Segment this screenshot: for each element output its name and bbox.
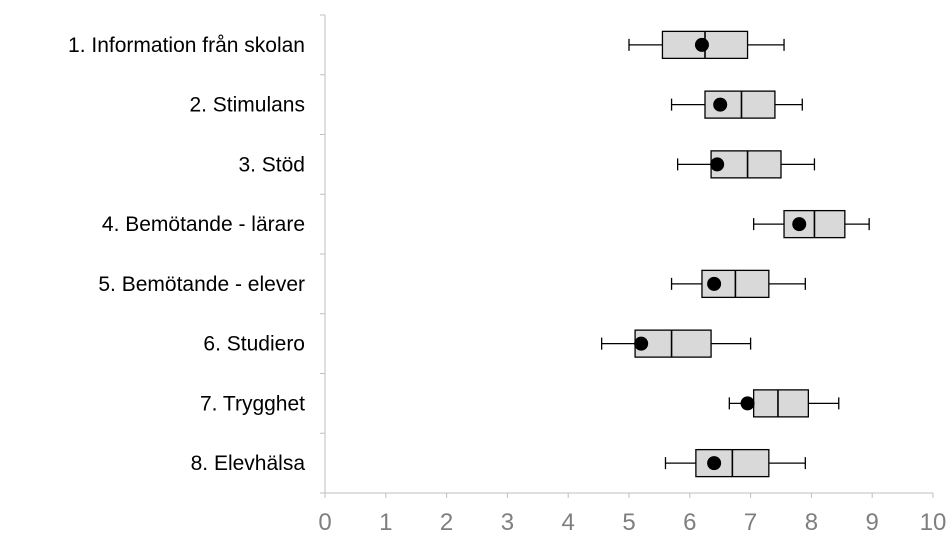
x-tick-label: 0 bbox=[318, 509, 331, 536]
x-tick-label: 10 bbox=[920, 509, 947, 536]
category-label: 4. Bemötande - lärare bbox=[102, 213, 305, 236]
box-iqr bbox=[704, 90, 776, 119]
box-iqr bbox=[752, 389, 810, 418]
category-label: 7. Trygghet bbox=[200, 392, 305, 415]
x-tick-label: 7 bbox=[744, 509, 757, 536]
box-group: 8. Elevhälsa bbox=[191, 448, 806, 478]
marker-dot bbox=[707, 276, 722, 291]
category-label: 1. Information från skolan bbox=[68, 34, 305, 57]
marker-dot bbox=[740, 396, 755, 411]
x-tick-label: 9 bbox=[866, 509, 879, 536]
x-tick-label: 2 bbox=[440, 509, 453, 536]
marker-dot bbox=[634, 336, 649, 351]
box-group: 5. Bemötande - elever bbox=[98, 269, 806, 299]
x-tick-label: 3 bbox=[501, 509, 514, 536]
x-tick-label: 4 bbox=[562, 509, 575, 536]
marker-dot bbox=[694, 37, 709, 52]
box-group: 3. Stöd bbox=[238, 150, 816, 179]
x-tick-label: 8 bbox=[805, 509, 818, 536]
marker-dot bbox=[792, 217, 807, 232]
marker-dot bbox=[710, 157, 725, 172]
category-label: 6. Studiero bbox=[203, 333, 305, 356]
box-group: 2. Stimulans bbox=[189, 90, 803, 119]
box-group: 7. Trygghet bbox=[200, 389, 840, 418]
category-label: 8. Elevhälsa bbox=[191, 452, 306, 475]
box-group: 6. Studiero bbox=[203, 329, 752, 358]
category-label: 5. Bemötande - elever bbox=[98, 273, 305, 296]
box-group: 1. Information från skolan bbox=[68, 30, 785, 60]
x-tick-label: 6 bbox=[683, 509, 696, 536]
category-label: 2. Stimulans bbox=[189, 94, 305, 117]
x-tick-label: 1 bbox=[379, 509, 392, 536]
x-tick-label: 5 bbox=[622, 509, 635, 536]
category-label: 3. Stöd bbox=[238, 153, 305, 176]
marker-dot bbox=[707, 456, 722, 471]
box-group: 4. Bemötande - lärare bbox=[102, 209, 870, 239]
marker-dot bbox=[713, 97, 728, 112]
